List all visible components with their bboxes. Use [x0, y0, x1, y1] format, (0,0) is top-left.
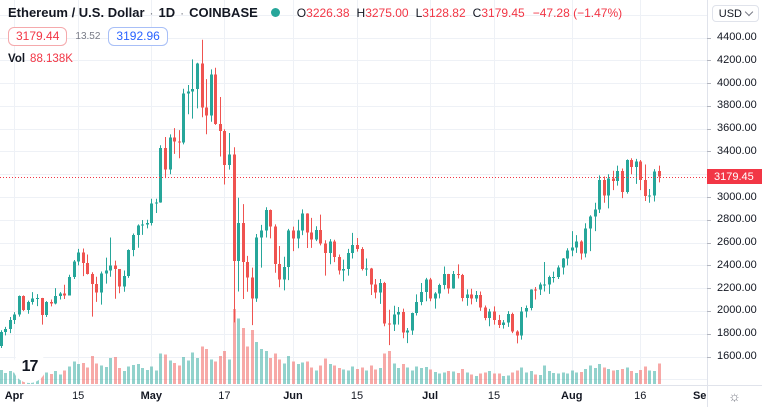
price-axis-label: 4200.00	[717, 53, 757, 66]
open-label: O	[296, 5, 307, 20]
high-value: 3275.00	[365, 5, 409, 20]
volume-row: Vol 88.138K	[8, 53, 622, 65]
market-status-dot-icon	[270, 8, 280, 17]
price-axis-label: 2800.00	[717, 213, 757, 226]
interval-label[interactable]: 1D	[158, 5, 176, 20]
price-axis-label: 4000.00	[717, 76, 757, 89]
price-axis-label: 4400.00	[717, 31, 757, 43]
symbol-row: Ethereum / U.S. Dollar · 1D · COINBASE O…	[8, 5, 622, 20]
price-axis-label: 2200.00	[717, 281, 757, 294]
price-axis-label: 2600.00	[717, 236, 757, 249]
time-axis-label: 16	[634, 390, 647, 402]
currency-label: USD	[718, 7, 742, 20]
price-axis-label: 2000.00	[717, 304, 757, 317]
price-axis[interactable]: 4400.00 4200.00 4000.00 3800.00 3600.00 3400.…	[708, 0, 762, 385]
tradingview-logo-glyph: 17	[21, 357, 39, 375]
bid-button[interactable]: 3179.44	[8, 27, 68, 46]
price-axis-label: 3600.00	[717, 122, 757, 135]
close-value: 3179.45	[481, 5, 525, 20]
exchange-label: COINBASE	[189, 5, 258, 20]
tradingview-logo[interactable]: 17	[13, 350, 46, 383]
time-axis-label: Jun	[283, 390, 303, 402]
low-label: L	[415, 5, 423, 20]
volume-label: Vol	[8, 53, 26, 65]
price-axis-label: 1800.00	[717, 327, 757, 340]
chart-legend: Ethereum / U.S. Dollar · 1D · COINBASE O…	[8, 5, 622, 65]
time-axis-label: 17	[218, 390, 231, 402]
separator-dot: ·	[180, 5, 185, 20]
time-axis-label: 15	[487, 390, 501, 402]
low-value: 3128.82	[422, 5, 466, 20]
symbol-title[interactable]: Ethereum / U.S. Dollar	[8, 5, 145, 20]
ask-button[interactable]: 3192.96	[108, 27, 168, 46]
separator-dot: ·	[149, 5, 154, 20]
close-label: C	[472, 5, 482, 20]
open-value: 3226.38	[306, 5, 350, 20]
time-axis-label: Jul	[422, 390, 439, 402]
axis-settings-corner: ☼	[707, 385, 762, 407]
time-axis-label: Se	[692, 390, 707, 402]
time-axis[interactable]: Apr 15 May 17 Jun 15 Jul 15 Aug 16 Se	[0, 386, 712, 407]
spread-value: 13.52	[75, 31, 101, 42]
settings-icon[interactable]: ☼	[728, 388, 741, 404]
high-label: H	[356, 5, 366, 20]
last-price-tag: 3179.45	[707, 169, 762, 185]
change-value: −47.28 (−1.47%)	[532, 5, 623, 20]
price-axis-label: 2400.00	[717, 258, 757, 271]
price-axis-label: 1600.00	[717, 350, 757, 362]
time-axis-label: Apr	[4, 390, 24, 402]
bid-ask-row: 3179.44 13.52 3192.96	[8, 27, 622, 46]
price-axis-label: 3800.00	[717, 99, 757, 112]
time-axis-label: Aug	[561, 390, 583, 402]
time-axis-label: 15	[350, 390, 364, 402]
currency-selector[interactable]: USD	[711, 5, 759, 22]
chevron-down-icon	[744, 7, 754, 17]
time-axis-label: May	[140, 390, 162, 402]
price-axis-label: 3400.00	[717, 144, 757, 157]
ohlc-values: O3226.38 H3275.00 L3128.82 C3179.45 −47.…	[297, 6, 622, 20]
time-axis-label: 15	[72, 390, 85, 402]
last-price-value: 3179.45	[714, 170, 754, 183]
price-axis-label: 3000.00	[717, 190, 757, 203]
volume-value: 88.138K	[30, 53, 73, 65]
